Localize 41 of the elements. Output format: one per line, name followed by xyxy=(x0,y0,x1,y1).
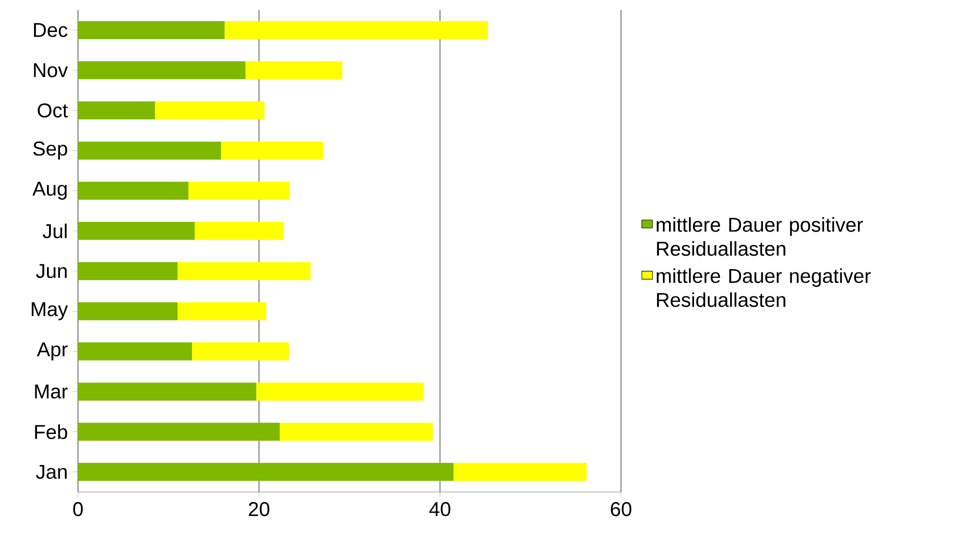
bar xyxy=(78,462,454,481)
bar xyxy=(78,61,246,80)
bar xyxy=(78,101,155,120)
bar xyxy=(78,182,188,200)
y-tick-label: Jun xyxy=(36,264,67,278)
y-tick-label: Apr xyxy=(36,342,68,360)
x-tick-label: 20 xyxy=(248,502,270,516)
x-tick-label: 0 xyxy=(73,502,83,516)
bar xyxy=(192,342,289,360)
y-tick-label: Oct xyxy=(38,103,68,118)
bar xyxy=(220,142,324,160)
y-tick-label: Jul xyxy=(42,224,67,238)
x-tick-label: 40 xyxy=(429,502,450,516)
bar xyxy=(78,142,221,160)
bar xyxy=(78,222,195,240)
x-tick-label: 60 xyxy=(610,502,632,516)
bar xyxy=(188,182,290,200)
y-tick-label: Aug xyxy=(32,182,67,200)
y-tick-label: Jan xyxy=(36,464,67,479)
y-tick-label: Sep xyxy=(33,142,68,160)
bar xyxy=(78,422,280,441)
bar xyxy=(224,21,488,40)
bar xyxy=(178,302,266,320)
bar xyxy=(280,422,433,441)
y-tick-label: Feb xyxy=(35,424,68,440)
bar xyxy=(78,21,225,40)
y-tick-label: May xyxy=(32,302,68,320)
bar xyxy=(194,222,284,240)
bar xyxy=(78,342,192,360)
bar xyxy=(78,262,178,280)
bar xyxy=(245,61,342,80)
bar xyxy=(154,101,264,120)
bar xyxy=(454,462,587,481)
bar xyxy=(178,262,311,280)
y-tick-label: Dec xyxy=(34,23,68,38)
bar xyxy=(78,302,178,320)
y-tick-label: Mar xyxy=(35,384,68,399)
y-tick-label: Nov xyxy=(34,63,68,78)
legend-label: mittlere Dauer negativer Residuallasten xyxy=(656,268,871,308)
bar xyxy=(78,382,256,401)
bar xyxy=(256,382,424,401)
